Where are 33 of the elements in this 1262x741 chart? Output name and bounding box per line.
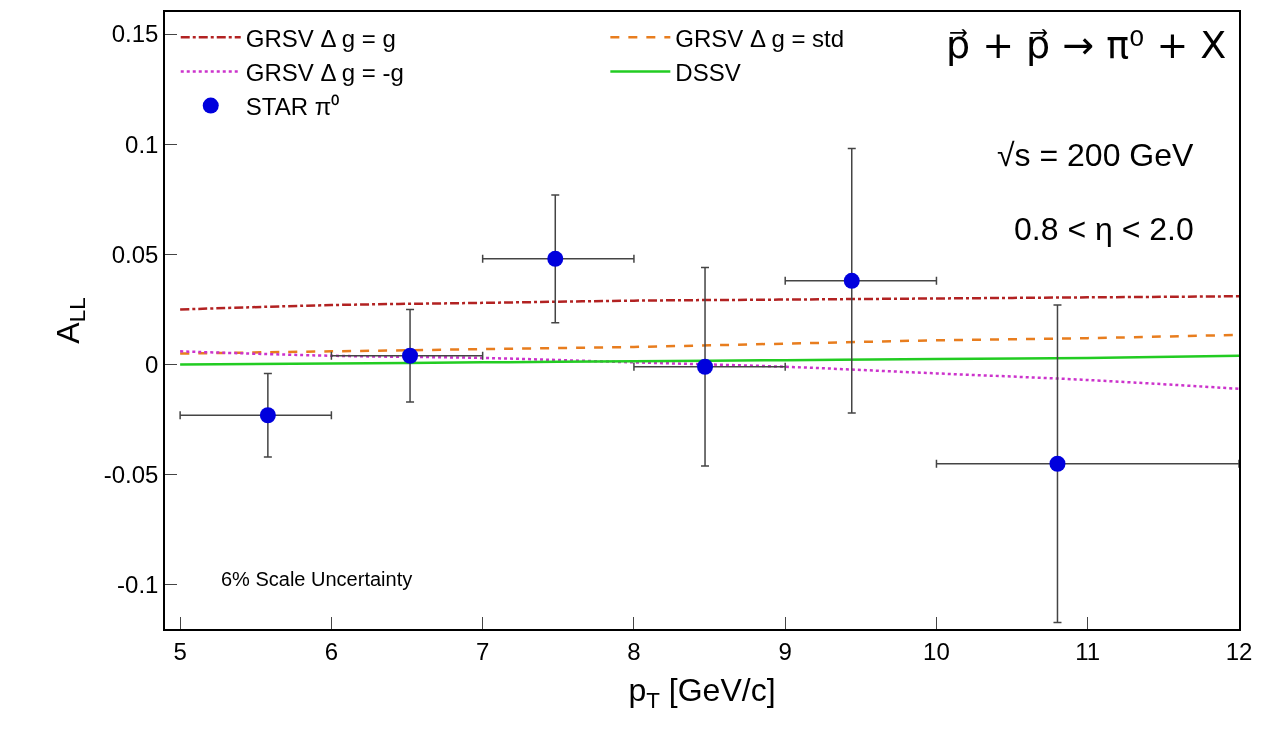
legend-label: GRSV Δ g = -g [245,58,404,86]
y-tick-label: -0.1 [117,571,159,599]
annotation: 6% Scale Uncertainty [221,568,413,590]
x-tick-label: 5 [173,637,187,665]
y-tick-label: -0.05 [103,461,159,489]
x-tick-label: 12 [1225,637,1253,665]
point [1049,455,1066,472]
line-series [178,295,1239,311]
point [259,407,276,424]
legend-label: DSSV [675,58,741,86]
legend-label: GRSV Δ g = g [245,24,396,52]
y-tick-label: 0.05 [111,240,159,268]
point [843,272,860,289]
x-tick-label: 6 [324,637,339,665]
x-tick-label: 9 [778,637,792,665]
point [697,358,714,375]
legend-label: STAR π⁰ [245,92,340,120]
point [402,347,419,364]
legend-label: GRSV Δ g = std [675,24,845,52]
line-series [178,354,1239,366]
line-series [178,350,1239,391]
x-tick-label: 7 [475,637,490,665]
x-axis-title: p$_{T}$ [GeV/c] [628,671,776,713]
x-tick-label: 8 [627,637,641,665]
y-tick-label: 0 [145,350,159,378]
annotation: p⃗ + p⃗ → π⁰ + X [946,23,1227,67]
annotation: √s = 200 GeV [997,137,1194,173]
x-tick-label: 10 [923,637,950,665]
x-tick-label: 11 [1075,637,1101,665]
y-tick-label: 0.1 [125,130,159,158]
y-tick-label: 0.15 [111,20,159,48]
annotation: 0.8 < η < 2.0 [1014,211,1194,247]
point [547,250,564,267]
